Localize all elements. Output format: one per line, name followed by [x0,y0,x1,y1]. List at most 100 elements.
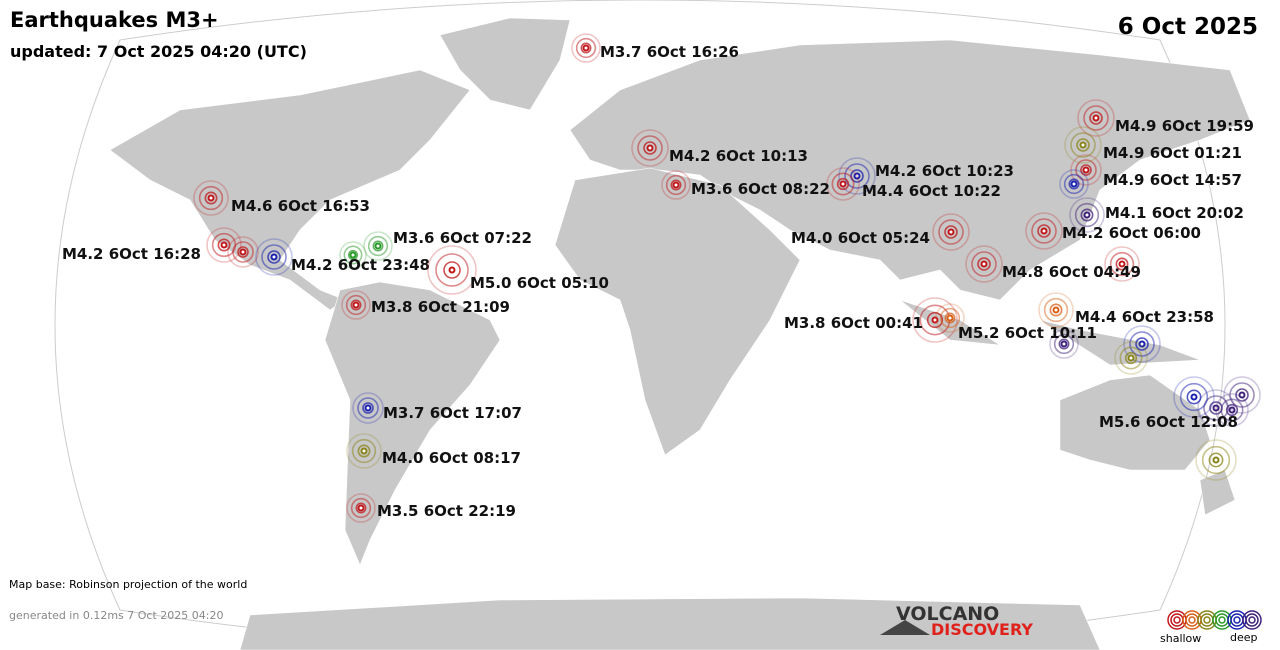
quake-label: M3.8 6Oct 21:09 [371,298,510,316]
quake-ring [350,299,362,311]
quake-label: M4.4 6Oct 23:58 [1075,308,1214,326]
quake-label: M5.0 6Oct 05:10 [470,274,609,292]
quake-ring [193,180,229,216]
quake-ring [1049,303,1063,317]
quake-ring [198,185,224,211]
quake-ring [443,261,461,279]
quake-ring [1038,292,1074,328]
quake-label: M5.2 6Oct 10:11 [958,324,1097,342]
quake-ring [363,231,393,261]
quake-ring [826,167,860,201]
quake-ring [1069,197,1105,233]
quake-center [931,316,939,324]
quake-ring [357,444,371,458]
quake-center [364,404,372,412]
legend-ring [1173,616,1181,624]
quake-center [1127,354,1135,362]
quake-label: M4.2 6Oct 10:13 [669,147,808,165]
quake-ring [1025,212,1063,250]
legend-ring [1170,613,1184,627]
quake-ring [1195,439,1237,481]
quake-center [1083,211,1091,219]
quake-ring [1104,246,1140,282]
quake-ring [939,307,961,329]
legend-ring [1218,616,1226,624]
quake-label: M3.5 6Oct 22:19 [377,502,516,520]
quake-ring [362,402,374,414]
quake-ring [938,219,964,245]
legend-ring [1200,613,1214,627]
quake-ring [1186,389,1202,405]
quake-ring [267,250,281,264]
quake-label: M4.9 6Oct 19:59 [1115,117,1254,135]
quake-center [220,241,228,249]
quake-ring [1114,341,1148,375]
quake-ring [1089,111,1103,125]
quake-center [1092,114,1100,122]
quake-ring [1225,403,1239,417]
quake-ring [1043,297,1069,323]
quake-ring [1059,169,1089,199]
quake-center [839,180,847,188]
quake-ring [665,174,687,196]
quake-ring [204,191,218,205]
quake-ring [357,397,379,419]
quake-center [1238,391,1246,399]
quake-center [672,181,680,189]
quake-label: M4.9 6Oct 01:21 [1103,144,1242,162]
date: 6 Oct 2025 [1118,14,1258,40]
legend-ring [1215,613,1229,627]
quake-label: M4.8 6Oct 04:49 [1002,263,1141,281]
quake-center [1212,404,1220,412]
quake-ring [926,311,944,329]
quake-ring [206,227,242,263]
legend-ring [1203,616,1211,624]
quake-center [374,242,382,250]
quake-ring [1235,388,1249,402]
quake-ring [571,33,601,63]
quake-center [1079,141,1087,149]
quake-ring [435,253,469,287]
quake-ring [580,42,592,54]
quake-ring [1074,202,1100,228]
quake-ring [1076,138,1090,152]
legend-ring [1230,613,1244,627]
quake-center [1060,340,1068,348]
quake-ring [1109,251,1135,277]
title: Earthquakes M3+ [10,8,219,32]
quake-ring [346,493,376,523]
quake-label: M3.7 6Oct 16:26 [600,43,739,61]
quake-ring [1053,333,1075,355]
legend-ring [1248,616,1256,624]
quake-ring [1203,395,1229,421]
quake-ring [977,257,991,271]
quake-center [946,314,954,322]
quake-ring [1124,351,1138,365]
quake-center [853,172,861,180]
quake-ring [261,244,287,270]
quake-ring [1058,338,1070,350]
quake-ring [1080,208,1094,222]
quake-ring [1063,173,1085,195]
quake-ring [1215,393,1249,427]
quake-label: M4.0 6Oct 05:24 [791,229,930,247]
quake-ring [836,177,850,191]
quake-ring [932,213,970,251]
quake-center [360,447,368,455]
quake-center [1138,340,1146,348]
quake-ring [965,245,1003,283]
quake-center [1190,393,1198,401]
quake-ring [237,246,249,258]
quake-ring [341,290,371,320]
legend-ring [1188,616,1196,624]
quake-ring [912,297,958,343]
quake-ring [1064,126,1102,164]
quake-center [1070,180,1078,188]
quake-ring [1179,382,1209,412]
quake-ring [1037,224,1051,238]
quake-ring [355,502,367,514]
quake-label: M4.2 6Oct 10:23 [875,162,1014,180]
quake-ring [339,241,367,269]
quake-ring [831,172,855,196]
updated: updated: 7 Oct 2025 04:20 (UTC) [10,42,307,61]
